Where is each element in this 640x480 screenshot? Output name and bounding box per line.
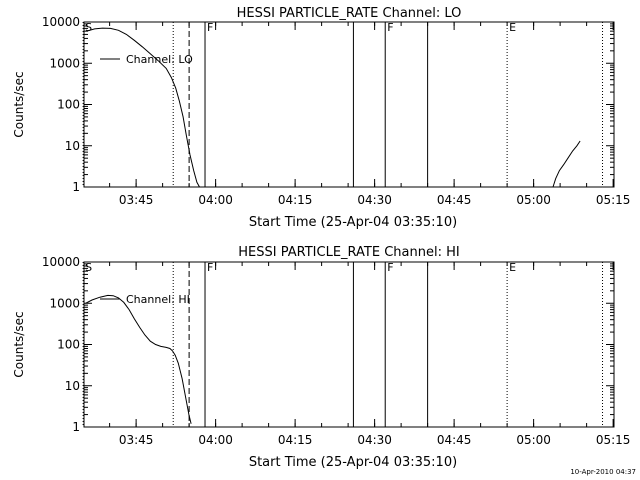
event-marker-label: F	[207, 261, 213, 274]
y-axis-label: Counts/sec	[12, 71, 26, 137]
y-tick-label: 1	[72, 420, 80, 434]
x-tick-label: 04:00	[198, 433, 233, 447]
x-tick-label: 03:45	[119, 433, 154, 447]
plot-frame	[83, 261, 615, 428]
y-tick-label: 10000	[42, 255, 80, 269]
event-marker-label: E	[509, 21, 516, 34]
x-tick-label: 04:30	[357, 433, 392, 447]
y-tick-label: 100	[57, 338, 80, 352]
x-tick-label: 04:45	[437, 433, 472, 447]
plot-frame	[83, 21, 615, 188]
y-tick-label: 10	[65, 379, 80, 393]
event-marker-label: F	[387, 261, 393, 274]
chart-title: HESSI PARTICLE_RATE Channel: LO	[237, 6, 462, 21]
x-axis-label: Start Time (25-Apr-04 03:35:10)	[249, 455, 457, 470]
x-tick-label: 04:30	[357, 193, 392, 207]
panel-1: HESSI PARTICLE_RATE Channel: LO 1 10 100 100…	[12, 6, 630, 230]
y-axis-label: Counts/sec	[12, 311, 26, 377]
x-tick-label: 04:45	[437, 193, 472, 207]
series-line	[85, 294, 192, 424]
x-tick-label: 04:15	[278, 193, 313, 207]
y-tick-label: 10	[65, 139, 80, 153]
panel-2: HESSI PARTICLE_RATE Channel: HI 1 10 100 100…	[12, 245, 630, 470]
x-tick-label: 04:00	[198, 193, 233, 207]
y-tick-label: 1000	[49, 296, 80, 310]
event-marker-label: F	[387, 21, 393, 34]
event-marker-label: S	[85, 21, 92, 34]
event-marker-label: F	[207, 21, 213, 34]
x-tick-label: 05:15	[596, 193, 631, 207]
y-tick-label: 10000	[42, 15, 80, 29]
x-tick-label: 05:15	[596, 433, 631, 447]
event-marker-label: E	[509, 261, 516, 274]
legend-label: Channel: HI	[126, 293, 190, 306]
event-marker-label: S	[85, 261, 92, 274]
y-tick-label: 100	[57, 98, 80, 112]
x-tick-label: 04:15	[278, 433, 313, 447]
footer-timestamp: 10-Apr-2010 04:37	[570, 468, 636, 476]
y-tick-label: 1	[72, 180, 80, 194]
series-line	[552, 140, 581, 188]
x-axis-label: Start Time (25-Apr-04 03:35:10)	[249, 215, 457, 230]
chart-title: HESSI PARTICLE_RATE Channel: HI	[238, 245, 459, 260]
x-tick-label: 05:00	[516, 433, 551, 447]
series-line	[86, 27, 200, 188]
x-tick-label: 03:45	[119, 193, 154, 207]
legend-label: Channel: LO	[126, 53, 193, 66]
y-tick-label: 1000	[49, 56, 80, 70]
x-tick-label: 05:00	[516, 193, 551, 207]
